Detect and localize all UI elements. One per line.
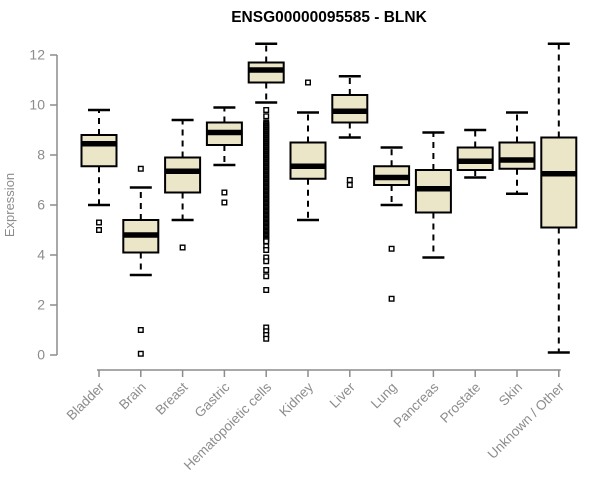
x-tick-label-pancreas: Pancreas bbox=[391, 379, 442, 430]
box-skin bbox=[498, 111, 536, 195]
y-tick-label: 2 bbox=[37, 297, 45, 313]
y-tick-label: 4 bbox=[37, 247, 45, 263]
outlier-point bbox=[346, 176, 353, 183]
box-pancreas bbox=[414, 131, 452, 259]
box-gastric bbox=[205, 106, 243, 206]
y-tick-label: 8 bbox=[37, 147, 45, 163]
x-tick-label-bladder: Bladder bbox=[64, 379, 108, 423]
outlier-point bbox=[263, 113, 270, 120]
outlier-point bbox=[263, 335, 270, 342]
x-tick-label-lung: Lung bbox=[368, 380, 400, 412]
box-rect bbox=[164, 156, 202, 194]
box-rect bbox=[498, 141, 536, 170]
outlier-point bbox=[137, 350, 144, 357]
outlier-point bbox=[263, 238, 270, 245]
box-hematopoietic-cells bbox=[247, 42, 285, 342]
x-tick-label-breast: Breast bbox=[153, 379, 191, 417]
box-bladder bbox=[80, 108, 118, 233]
outlier-point bbox=[221, 189, 228, 196]
box-lung bbox=[373, 146, 411, 302]
x-tick-label-prostate: Prostate bbox=[437, 380, 483, 426]
outlier-point bbox=[388, 295, 395, 302]
outlier-point bbox=[263, 246, 270, 253]
y-axis-label: Expression bbox=[2, 173, 17, 237]
outlier-point bbox=[95, 226, 102, 233]
outlier-point bbox=[388, 245, 395, 252]
x-tick-label-kidney: Kidney bbox=[276, 379, 316, 419]
outlier-point bbox=[137, 165, 144, 172]
outlier-point bbox=[263, 287, 270, 294]
outlier-point bbox=[137, 327, 144, 334]
box-kidney bbox=[289, 79, 327, 222]
outlier-point bbox=[179, 244, 186, 251]
x-tick-label-skin: Skin bbox=[496, 380, 525, 409]
x-tick-label-gastric: Gastric bbox=[192, 379, 233, 420]
outlier-point bbox=[263, 258, 270, 265]
box-breast bbox=[164, 118, 202, 251]
outlier-point bbox=[346, 181, 353, 188]
outlier-point bbox=[95, 219, 102, 226]
box-unknown-other bbox=[540, 42, 578, 354]
x-tick-label-unknown-other: Unknown / Other bbox=[485, 379, 568, 462]
chart-title: ENSG00000095585 - BLNK bbox=[231, 9, 427, 26]
y-tick-label: 0 bbox=[37, 347, 45, 363]
y-axis: 0 2 4 6 8 10 12 bbox=[29, 47, 58, 363]
y-tick-label: 10 bbox=[29, 97, 45, 113]
box-prostate bbox=[456, 128, 494, 179]
outlier-point bbox=[263, 267, 270, 274]
y-tick-label: 12 bbox=[29, 47, 45, 63]
outlier-point bbox=[305, 79, 312, 86]
box-series bbox=[80, 42, 578, 357]
box-rect bbox=[80, 134, 118, 168]
x-tick-label-liver: Liver bbox=[327, 379, 359, 411]
outlier-point bbox=[221, 199, 228, 206]
y-tick-label: 6 bbox=[37, 197, 45, 213]
box-liver bbox=[331, 75, 369, 188]
box-rect bbox=[540, 136, 578, 229]
box-brain bbox=[122, 165, 160, 357]
outlier-point bbox=[263, 273, 270, 280]
box-rect bbox=[289, 141, 327, 180]
outlier-point bbox=[263, 106, 270, 113]
x-tick-label-brain: Brain bbox=[116, 380, 149, 413]
